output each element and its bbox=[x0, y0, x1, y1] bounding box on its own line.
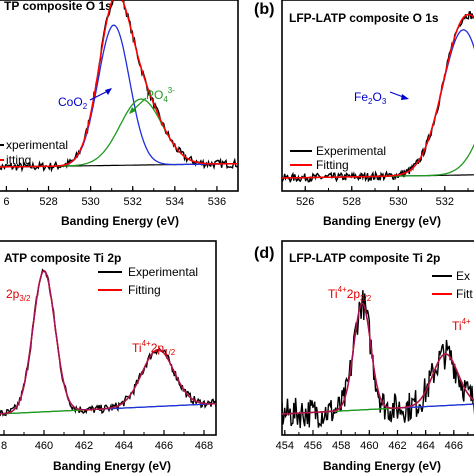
panel-d-label-2p32: Ti4+2p3/2 bbox=[328, 285, 372, 303]
series-component-1 bbox=[0, 270, 216, 415]
panel-a-label-po4: PO43- bbox=[146, 86, 175, 104]
panel-d-ticks: 454 456 458 460 462 464 466 bbox=[276, 430, 469, 452]
panel-a-arrowhead-coo2 bbox=[105, 88, 112, 95]
panel-c-xlabel: Banding Energy (eV) bbox=[53, 459, 171, 473]
series-envelope bbox=[282, 302, 474, 415]
x-tick-label: 456 bbox=[304, 440, 322, 452]
panel-b-legend-exp: Experimental bbox=[316, 144, 386, 158]
x-tick-label: 462 bbox=[75, 440, 93, 452]
panel-b-ticks: 526 528 530 532 bbox=[281, 186, 469, 208]
x-tick-label: 528 bbox=[39, 196, 57, 208]
panel-c-plot bbox=[0, 268, 216, 417]
x-tick-label: 468 bbox=[195, 440, 213, 452]
panel-c-frame bbox=[0, 240, 217, 436]
series-fitting bbox=[0, 0, 238, 168]
panel-b-plot bbox=[282, 11, 474, 184]
x-tick-label: 526 bbox=[296, 196, 314, 208]
panel-d-label: (d) bbox=[254, 245, 274, 262]
panel-d-legend-fit: Fitt bbox=[456, 287, 473, 301]
panel-c-title: ATP composite Ti 2p bbox=[4, 251, 121, 265]
panel-a-arrowhead-po4 bbox=[129, 107, 136, 114]
x-tick-label: 464 bbox=[115, 440, 133, 452]
x-tick-label: 536 bbox=[208, 196, 226, 208]
panel-a-legend-fit: itting bbox=[6, 153, 31, 167]
x-tick-label: 532 bbox=[436, 196, 454, 208]
panel-c-ticks: 8 460 462 464 466 468 bbox=[1, 430, 213, 452]
panel-a-ticks: 6 528 530 532 534 536 bbox=[3, 186, 239, 208]
series-component-2 bbox=[0, 349, 216, 415]
x-tick-label: 462 bbox=[388, 440, 406, 452]
x-tick-label: 466 bbox=[155, 440, 173, 452]
panel-a: TP composite O 1s 6 528 530 532 534 536 Bandi… bbox=[0, 0, 239, 228]
panel-a-legend-exp: xperimental bbox=[6, 138, 68, 152]
series-component-2 bbox=[0, 98, 238, 168]
x-tick-label: 460 bbox=[360, 440, 378, 452]
panel-c: ATP composite Ti 2p 8 460 462 464 466 468 Ban… bbox=[0, 240, 217, 473]
x-tick-label: 8 bbox=[1, 440, 7, 452]
panel-c-legend-exp: Experimental bbox=[128, 265, 198, 279]
series-fitting bbox=[0, 270, 216, 415]
x-tick-label: 454 bbox=[276, 440, 294, 452]
series-envelope bbox=[0, 270, 216, 415]
x-tick-label: 6 bbox=[3, 196, 9, 208]
panel-d-title: LFP-LATP composite Ti 2p bbox=[289, 251, 440, 265]
x-tick-label: 530 bbox=[81, 196, 99, 208]
panel-a-title: TP composite O 1s bbox=[4, 0, 112, 13]
panel-b-legend-fit: Fitting bbox=[316, 158, 349, 172]
x-tick-label: 464 bbox=[416, 440, 434, 452]
panel-a-frame bbox=[0, 0, 239, 192]
x-tick-label: 458 bbox=[332, 440, 350, 452]
panel-d-frame bbox=[281, 240, 474, 436]
series-experimental bbox=[282, 290, 474, 429]
panel-b-arrowhead-fe2o3 bbox=[401, 94, 409, 100]
series-experimental bbox=[0, 268, 216, 417]
panel-b-label: (b) bbox=[254, 1, 274, 18]
panel-d-xlabel: Banding Energy (eV) bbox=[323, 459, 441, 473]
series-fitting bbox=[282, 13, 474, 179]
x-tick-label: 466 bbox=[445, 440, 463, 452]
panel-b-xlabel: Banding Energy (eV) bbox=[323, 214, 441, 228]
x-tick-label: 534 bbox=[166, 196, 184, 208]
x-tick-label: 460 bbox=[35, 440, 53, 452]
panel-b-label-fe2o3: Fe2O3 bbox=[354, 90, 387, 106]
panel-c-legend-fit: Fitting bbox=[128, 283, 161, 297]
panel-a-xlabel: Banding Energy (eV) bbox=[61, 214, 179, 228]
panel-a-plot bbox=[0, 0, 238, 173]
x-tick-label: 528 bbox=[343, 196, 361, 208]
panel-c-label-2p12: Ti4+2p1/2 bbox=[132, 339, 176, 357]
panel-d: (d) LFP-LATP composite Ti 2p 454 456 458 46… bbox=[254, 240, 474, 473]
panel-b: (b) LFP-LATP composite O 1s 526 528 530 532… bbox=[254, 0, 474, 228]
panel-b-title: LFP-LATP composite O 1s bbox=[289, 11, 439, 25]
panel-c-label-2p32: 2p3/2 bbox=[6, 287, 31, 303]
x-tick-label: 532 bbox=[124, 196, 142, 208]
panel-a-label-coo2: CoO2 bbox=[58, 95, 88, 111]
panel-d-plot bbox=[282, 290, 474, 429]
x-tick-label: 530 bbox=[389, 196, 407, 208]
panel-d-label-2p12: Ti4+ bbox=[452, 317, 471, 333]
panel-b-frame bbox=[281, 0, 474, 192]
panel-d-legend-exp: Ex bbox=[456, 269, 470, 283]
